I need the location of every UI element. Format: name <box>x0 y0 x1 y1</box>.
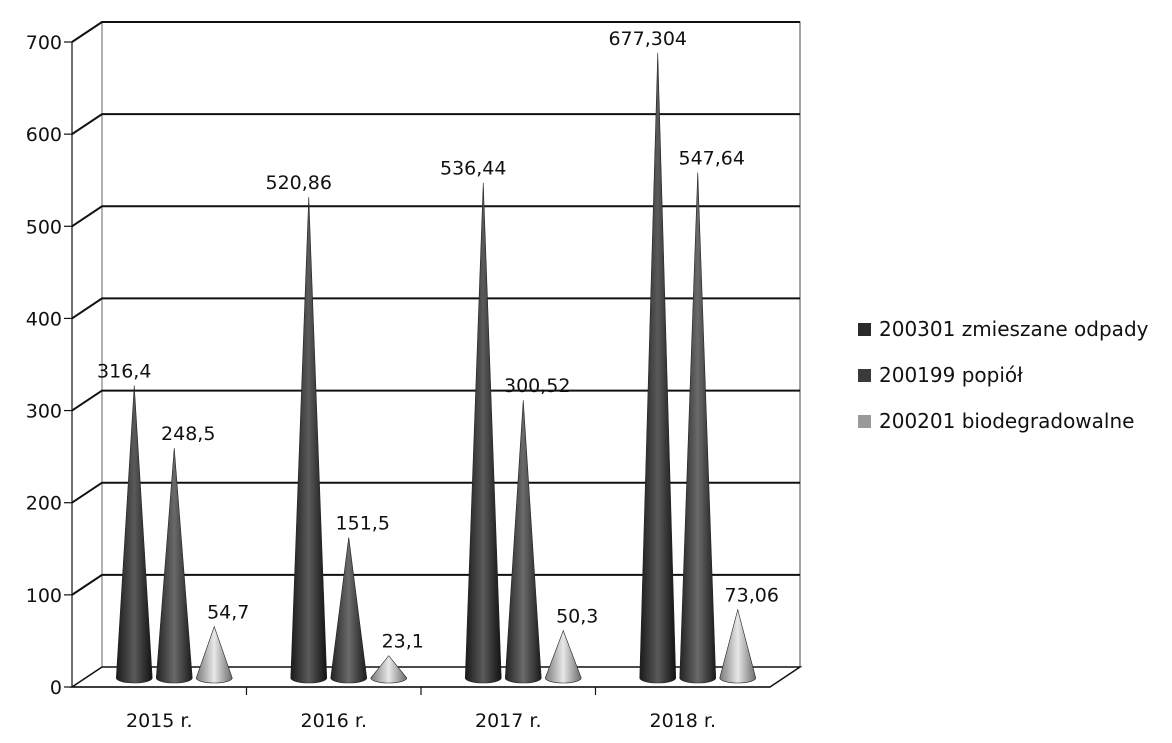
legend-item-0: 200301 zmieszane odpady <box>858 312 1148 346</box>
data-label-s0-c3: 677,304 <box>608 28 687 50</box>
cone-s2-c0 <box>195 625 233 684</box>
cone-s2-c1 <box>370 655 408 684</box>
x-tick-label: 2018 r. <box>650 710 717 732</box>
gridline <box>71 113 800 135</box>
data-label-s0-c1: 520,86 <box>266 172 332 194</box>
legend-item-2: 200201 biodegradowalne <box>858 404 1148 438</box>
y-tick-label: 0 <box>50 677 62 699</box>
data-label-s2-c2: 50,3 <box>556 606 598 628</box>
cone-s2-c2 <box>544 629 582 684</box>
cone-s1-c0 <box>155 448 193 684</box>
cone-s0-c1 <box>290 197 328 684</box>
data-label-s2-c3: 73,06 <box>725 585 779 607</box>
cone-s0-c3 <box>639 52 677 684</box>
cone-s1-c2 <box>504 400 542 684</box>
legend-label-2: 200201 biodegradowalne <box>879 409 1135 433</box>
x-tick-label: 2016 r. <box>301 710 368 732</box>
cone-s1-c3 <box>679 172 717 684</box>
data-label-s2-c0: 54,7 <box>207 602 249 624</box>
gridline <box>71 481 800 504</box>
data-label-s1-c2: 300,52 <box>504 375 570 397</box>
y-tick-label: 600 <box>26 124 62 146</box>
legend-swatch-2 <box>858 414 871 428</box>
cone-s0-c2 <box>464 182 502 684</box>
side-wall <box>71 21 103 688</box>
gridline <box>71 389 800 412</box>
legend-swatch-0 <box>858 322 871 336</box>
y-tick-label: 700 <box>26 32 62 54</box>
y-tick-label: 500 <box>26 216 62 238</box>
y-tick-label: 400 <box>26 308 62 330</box>
x-tick-label: 2017 r. <box>475 710 542 732</box>
gridline <box>71 297 800 320</box>
data-label-s1-c3: 547,64 <box>679 147 745 169</box>
gridline <box>71 21 800 43</box>
legend-swatch-1 <box>858 368 871 382</box>
data-label-s1-c1: 151,5 <box>336 512 390 534</box>
data-label-s1-c0: 248,5 <box>161 423 215 445</box>
grid <box>69 21 803 688</box>
y-tick-label: 300 <box>26 401 62 423</box>
cone-s0-c0 <box>115 385 153 684</box>
legend-item-1: 200199 popiół <box>858 358 1148 392</box>
data-labels: 316,4 248,5 54,7 520,86 151,5 23,1 536,44 300,5… <box>97 28 779 653</box>
axes: 0 100 200 300 400 500 600 700 2015 r. 2016 r. 2017… <box>26 32 770 732</box>
legend-label-1: 200199 popiół <box>879 363 1023 387</box>
data-label-s0-c0: 316,4 <box>97 360 151 382</box>
gridline <box>71 205 800 228</box>
y-tick-label: 200 <box>26 493 62 515</box>
data-label-s0-c2: 536,44 <box>440 158 506 180</box>
legend-label-0: 200301 zmieszane odpady <box>879 317 1149 341</box>
x-tick-label: 2015 r. <box>126 710 193 732</box>
gridline <box>71 573 800 596</box>
bars <box>115 52 757 684</box>
data-label-s2-c1: 23,1 <box>382 631 424 653</box>
cone-s1-c1 <box>330 537 368 684</box>
y-tick-label: 100 <box>26 585 62 607</box>
legend: 200301 zmieszane odpady 200199 popiół 20… <box>858 312 1148 450</box>
cone-s2-c3 <box>719 608 757 684</box>
